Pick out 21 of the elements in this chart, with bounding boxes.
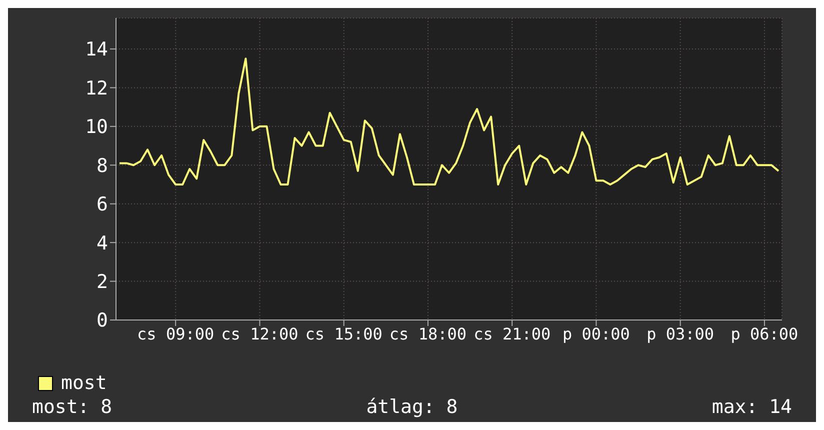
text: átlag: 8 (366, 396, 458, 418)
x-tick-label: p 06:00 (730, 324, 798, 344)
text: max: 14 (712, 396, 792, 418)
x-tick-label: cs 18:00 (389, 324, 466, 344)
text: most: 8 (32, 396, 112, 418)
y-tick-label: 6 (96, 194, 108, 216)
x-tick-label: p 00:00 (562, 324, 630, 344)
y-tick-label: 14 (85, 38, 108, 61)
y-tick-label: 12 (85, 77, 108, 100)
x-tick-label: cs 15:00 (305, 324, 382, 344)
x-tick-label: cs 21:00 (474, 324, 551, 344)
x-tick-label: cs 09:00 (137, 324, 214, 344)
x-tick-label: cs 12:00 (221, 324, 298, 344)
y-tick-label: 10 (85, 116, 108, 138)
y-tick-label: 2 (96, 271, 108, 294)
y-tick-label: 0 (96, 310, 108, 332)
line-series (118, 58, 780, 186)
y-tick-label: 4 (96, 232, 108, 254)
legend-label: most (61, 372, 107, 394)
x-tick-label: p 03:00 (646, 324, 714, 344)
y-tick-label: 8 (96, 154, 108, 177)
